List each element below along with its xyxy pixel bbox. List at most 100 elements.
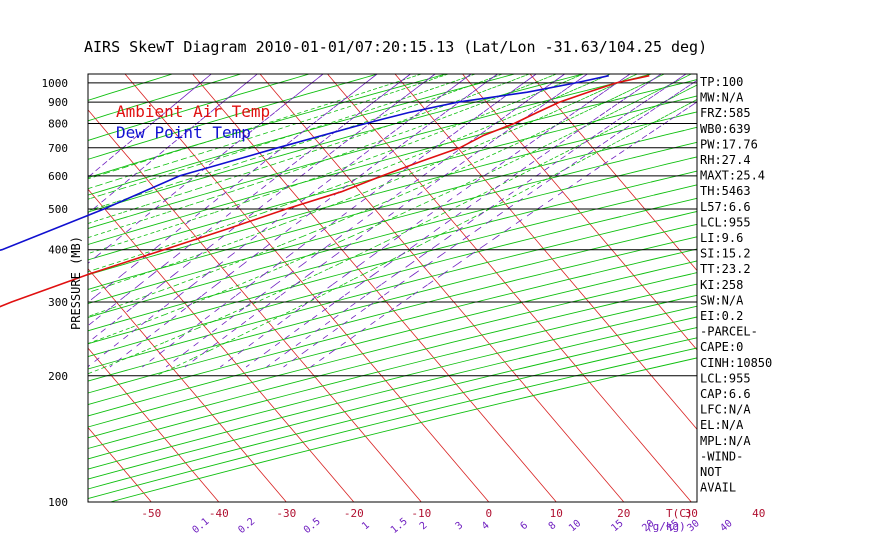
dry-adiabat-line	[87, 156, 698, 318]
dry-adiabat-line	[87, 248, 698, 406]
plot-frame	[87, 73, 698, 503]
stats-line: CAPE:0	[700, 340, 743, 354]
dry-adiabat-line	[87, 141, 698, 305]
stats-line: MPL:N/A	[700, 434, 751, 448]
dry-adiabat-line	[110, 357, 698, 503]
isotherm-line	[192, 73, 557, 503]
mixing-ratio-tick-label: 1	[360, 520, 372, 532]
mixing-ratio-tick-label: 40	[718, 518, 734, 534]
dew-point-temp-profile	[0, 74, 609, 252]
moist-adiabat-line	[87, 73, 611, 273]
mixing-ratio-tick-label: 3	[454, 520, 466, 532]
stats-line: TP:100	[700, 75, 743, 89]
isotherm-line	[529, 73, 698, 271]
stats-line: KI:258	[700, 278, 743, 292]
temp-tick-label-bottom: 20	[617, 507, 630, 520]
stats-line: -PARCEL-	[700, 325, 758, 339]
mixing-ratio-tick-label: 15	[609, 518, 625, 534]
moist-adiabat-line	[87, 73, 692, 344]
isotherm-line	[87, 268, 287, 503]
stats-line: SI:15.2	[700, 247, 751, 261]
stats-line: MAXT:25.4	[700, 169, 765, 183]
legend-dew-point-temp: Dew Point Temp	[116, 123, 251, 142]
moist-adiabat-line	[87, 73, 422, 180]
stats-line: FRZ:585	[700, 106, 751, 120]
mixing-ratio-unit-label: (g/kg)	[646, 520, 686, 533]
dry-adiabat-line	[87, 197, 698, 358]
dry-adiabat-line	[87, 211, 698, 370]
dry-adiabat-line	[87, 73, 173, 101]
dry-adiabat-line	[87, 316, 698, 470]
pressure-tick-label: 100	[48, 496, 68, 509]
moist-adiabat-line	[87, 73, 584, 254]
stats-line: L57:6.6	[700, 200, 751, 214]
dry-adiabat-line	[87, 184, 698, 345]
stats-line: -WIND-	[700, 449, 743, 463]
stats-line: WB0:639	[700, 122, 751, 136]
temp-tick-label-bottom: -20	[344, 507, 364, 520]
mixing-ratio-line	[109, 73, 498, 368]
pressure-tick-label: 300	[48, 296, 68, 309]
stats-line: SW:N/A	[700, 293, 744, 307]
chart-title: AIRS SkewT Diagram 2010-01-01/07:20:15.1…	[84, 38, 707, 56]
mixing-ratio-line	[184, 73, 588, 368]
mixing-ratio-tick-label: 2	[418, 520, 430, 532]
stats-line: LI:9.6	[700, 231, 743, 245]
mixing-ratio-line	[266, 73, 687, 368]
temp-tick-label-bottom: -30	[276, 507, 296, 520]
x-axis-unit-label: T(C)	[666, 507, 693, 520]
temp-tick-label-bottom: 10	[550, 507, 563, 520]
dry-adiabat-line	[87, 73, 378, 160]
mixing-ratio-line	[245, 73, 662, 368]
moist-adiabat-line	[87, 73, 476, 200]
dry-adiabat-line	[87, 327, 698, 480]
legend-ambient-air-temp: Ambient Air Temp	[116, 102, 270, 121]
y-axis-label: PRESSURE (MB)	[69, 236, 83, 330]
isotherm-line	[87, 109, 422, 503]
ambient-air-temp-profile	[0, 74, 650, 308]
pressure-tick-label: 700	[48, 142, 68, 155]
mixing-ratio-tick-label: 0.5	[302, 516, 323, 536]
mixing-ratio-line	[165, 73, 565, 368]
dry-adiabat-line	[87, 305, 698, 460]
stats-line: NOT	[700, 465, 722, 479]
dry-adiabat-line	[87, 347, 698, 500]
moist-adiabat-line	[87, 73, 665, 317]
dry-adiabat-line	[87, 260, 698, 417]
temp-tick-label-bottom: 0	[485, 507, 492, 520]
pressure-tick-label: 500	[48, 203, 68, 216]
mixing-ratio-tick-label: 30	[685, 518, 701, 534]
dry-adiabat-line	[87, 126, 698, 290]
temp-tick-label-bottom: -40	[209, 507, 229, 520]
mixing-ratio-line	[220, 73, 631, 368]
dry-adiabat-line	[87, 294, 698, 449]
isotherm-line	[394, 73, 698, 430]
stats-line: LCL:955	[700, 371, 751, 385]
stats-line: TH:5463	[700, 184, 751, 198]
pressure-tick-label: 200	[48, 370, 68, 383]
temp-tick-label-bottom: 30	[685, 507, 698, 520]
dry-adiabat-line	[87, 283, 698, 439]
moist-adiabat-line	[87, 73, 638, 293]
pressure-tick-label: 800	[48, 118, 68, 131]
mixing-ratio-tick-label: 8	[547, 520, 559, 532]
pressure-tick-label: 600	[48, 170, 68, 183]
pressure-tick-label: 900	[48, 96, 68, 109]
mixing-ratio-tick-label: 4	[480, 520, 492, 532]
pressure-tick-label: 1000	[42, 77, 69, 90]
mixing-ratio-tick-label: 6	[518, 520, 530, 532]
stats-line: EI:0.2	[700, 309, 743, 323]
temp-tick-label-bottom: -10	[411, 507, 431, 520]
moist-adiabat-line	[87, 73, 530, 224]
mixing-ratio-tick-label: 10	[567, 518, 583, 534]
temp-tick-label-bottom: -50	[141, 507, 161, 520]
stats-line: EL:N/A	[700, 418, 744, 432]
dry-adiabat-line	[87, 272, 698, 428]
moist-adiabat-line	[87, 73, 503, 212]
pressure-tick-label: 400	[48, 244, 68, 257]
moist-adiabat-line	[87, 73, 449, 190]
isotherm-line	[87, 347, 220, 503]
stats-line: MW:N/A	[700, 91, 744, 105]
